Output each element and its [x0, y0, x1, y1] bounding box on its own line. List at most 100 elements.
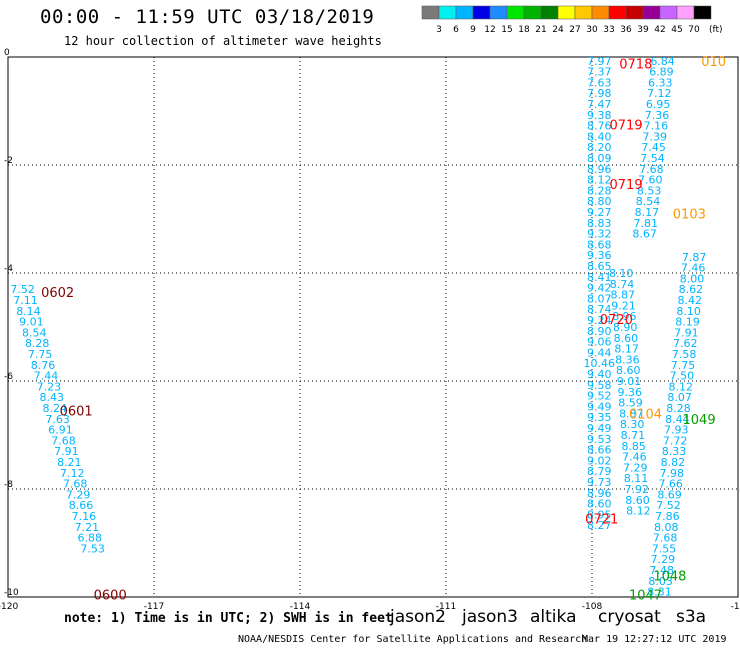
wave-height-value: 8.74	[587, 303, 612, 316]
wave-height-value: 7.68	[51, 434, 76, 447]
page-title: 00:00 - 11:59 UTC 03/18/2019	[40, 6, 375, 28]
pass-time-label: 0718	[619, 57, 652, 72]
x-tick-label: -117	[144, 602, 164, 612]
wave-height-value: 8.96	[612, 310, 637, 323]
pass-time-label: 0104	[629, 407, 662, 422]
wave-height-value: 7.45	[641, 141, 666, 154]
pass-time-label: 1049	[683, 413, 716, 428]
wave-height-value: 8.79	[587, 465, 612, 478]
wave-height-value: 8.07	[587, 292, 612, 305]
wave-height-value: 7.52	[10, 283, 35, 296]
wave-height-value: 7.16	[644, 120, 669, 133]
wave-height-value: 7.81	[634, 217, 659, 230]
wave-height-value: 6.84	[650, 55, 675, 68]
footer-credit: NOAA/NESDIS Center for Satellite Applica…	[238, 634, 588, 645]
wave-height-value: 8.90	[613, 321, 638, 334]
wave-height-value: 8.36	[615, 353, 640, 366]
legend-cryosat: cryosat	[598, 607, 661, 627]
wave-height-value: 8.76	[587, 120, 612, 133]
x-tick-label: -108	[582, 602, 603, 612]
wave-height-value: 9.36	[587, 249, 612, 262]
wave-height-value: 7.16	[72, 510, 97, 523]
y-tick-label: -10	[4, 588, 19, 598]
wave-height-value: 8.66	[587, 444, 612, 457]
wave-height-value: 7.58	[672, 348, 697, 361]
pass-time-label: 0721	[585, 513, 618, 528]
pass-time-label: 010	[701, 55, 726, 70]
wave-height-value: 8.07	[667, 391, 692, 404]
wave-height-value: 7.21	[75, 521, 100, 534]
wave-height-value: 8.10	[676, 305, 701, 318]
wave-height-value: 7.98	[587, 87, 612, 100]
wave-height-value: 7.12	[647, 87, 672, 100]
wave-height-value: 6.91	[48, 424, 73, 437]
colorbar-unit-label: (ft)	[709, 25, 723, 35]
wave-height-value: 6.88	[78, 532, 103, 545]
colorbar-tick-label: 6	[453, 25, 459, 35]
wave-height-value: 8.28	[587, 184, 612, 197]
wave-height-value: 7.72	[663, 434, 688, 447]
wave-height-value: 7.11	[13, 294, 38, 307]
wave-height-value: 7.63	[587, 76, 612, 89]
page-subtitle: 12 hour collection of altimeter wave hei…	[64, 34, 382, 48]
wave-height-value: 9.53	[587, 433, 612, 446]
wave-height-value: 8.03	[648, 575, 673, 588]
wave-height-value: 7.53	[80, 542, 105, 555]
wave-height-value: 7.36	[645, 109, 670, 122]
wave-height-value: 7.75	[671, 359, 696, 372]
colorbar-tick-label: 24	[552, 25, 564, 35]
wave-height-value: 7.47	[587, 98, 612, 111]
wave-height-value: 7.55	[652, 542, 677, 555]
wave-height-value: 8.43	[40, 391, 65, 404]
wave-height-value: 8.87	[611, 289, 636, 302]
wave-height-value: 7.44	[34, 370, 59, 383]
wave-height-value: 8.74	[610, 278, 635, 291]
wave-height-value: 8.30	[620, 418, 645, 431]
wave-height-value: 9.58	[587, 379, 612, 392]
legend-jason3: jason3	[462, 607, 518, 627]
pass-time-label: 0600	[94, 588, 127, 603]
wave-height-value: 7.29	[66, 488, 91, 501]
legend-altika: altika	[530, 607, 577, 627]
wave-height-value: 8.10	[609, 267, 634, 280]
legend-jason2: jason2	[390, 607, 446, 627]
wave-height-value: 7.54	[640, 152, 665, 165]
wave-height-value: 8.54	[636, 195, 661, 208]
wave-height-value: 8.28	[666, 402, 691, 415]
wave-height-value: 7.68	[653, 532, 678, 545]
wave-height-value: 8.31	[647, 586, 672, 599]
pass-time-label: 0719	[610, 178, 643, 193]
wave-height-value: 7.91	[674, 326, 699, 339]
wave-height-value: 7.63	[45, 413, 70, 426]
wave-height-value: 9.02	[587, 454, 612, 467]
wave-height-value: 7.92	[625, 483, 650, 496]
wave-height-value: 7.52	[656, 499, 681, 512]
wave-height-value: 7.46	[622, 451, 647, 464]
pass-time-label: 1048	[653, 569, 686, 584]
wave-height-colorbar: 3 6 9 12 15 18 21 24 27 30 33 36 39 42 45 70 (ft)	[421, 5, 723, 35]
wave-height-value: 8.60	[614, 332, 639, 345]
pass-time-label: 0719	[610, 119, 643, 134]
wave-height-value: 7.68	[63, 478, 88, 491]
wave-height-value: 7.75	[28, 348, 53, 361]
wave-height-value: 9.24	[587, 314, 612, 327]
wave-height-value: 7.97	[587, 55, 612, 68]
wave-height-value: 7.60	[638, 174, 663, 187]
wave-height-value: 9.35	[587, 411, 612, 424]
colorbar-tick-label: 18	[518, 25, 530, 35]
wave-height-value: 7.12	[60, 467, 85, 480]
wave-height-value: 8.53	[637, 184, 662, 197]
wave-height-value: 8.41	[587, 271, 612, 284]
wave-height-value: 8.83	[587, 217, 612, 230]
wave-height-value: 7.66	[658, 478, 683, 491]
wave-height-value: 6.95	[646, 98, 671, 111]
colorbar-tick-label: 15	[501, 25, 512, 35]
wave-height-value: 9.06	[587, 336, 612, 349]
y-tick-label: -2	[4, 156, 13, 166]
wave-height-value: 7.86	[655, 510, 680, 523]
wave-height-value: 8.00	[680, 272, 705, 285]
wave-height-value: 9.01	[19, 316, 44, 329]
wave-height-value: 8.80	[587, 195, 612, 208]
y-tick-label: 0	[4, 48, 10, 58]
colorbar-tick-label: 12	[484, 25, 495, 35]
